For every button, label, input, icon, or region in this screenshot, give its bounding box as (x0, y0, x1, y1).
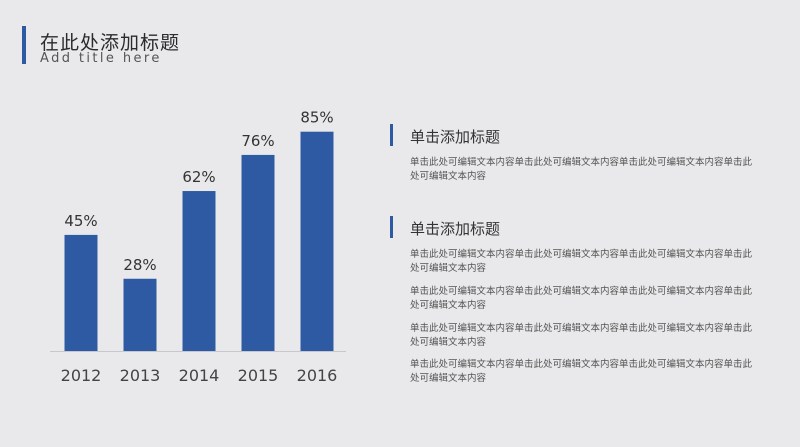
x-tick-label: 2016 (297, 366, 338, 385)
section-accent-bar (390, 124, 393, 146)
x-tick-label: 2014 (179, 366, 220, 385)
data-label: 28% (123, 256, 156, 274)
x-tick-label: 2015 (238, 366, 279, 385)
page-title: 在此处添加标题 (40, 32, 181, 54)
section-paragraph[interactable]: 单击此处可编辑文本内容单击此处可编辑文本内容单击此处可编辑文本内容单击此处可编辑… (410, 359, 753, 384)
data-label: 45% (64, 212, 97, 230)
bar-2014 (182, 191, 216, 351)
bar-2013 (123, 278, 157, 351)
section-paragraph[interactable]: 单击此处可编辑文本内容单击此处可编辑文本内容单击此处可编辑文本内容单击此处可编辑… (410, 249, 753, 274)
data-label: 85% (300, 109, 333, 127)
section-title[interactable]: 单击添加标题 (410, 128, 501, 146)
data-label: 62% (182, 168, 215, 186)
x-tick-label: 2013 (120, 366, 161, 385)
title-accent-bar (22, 26, 26, 64)
section-paragraph[interactable]: 单击此处可编辑文本内容单击此处可编辑文本内容单击此处可编辑文本内容单击此处可编辑… (410, 157, 753, 182)
section-title[interactable]: 单击添加标题 (410, 220, 501, 238)
page-subtitle: Add title here (40, 51, 162, 66)
section-paragraph[interactable]: 单击此处可编辑文本内容单击此处可编辑文本内容单击此处可编辑文本内容单击此处可编辑… (410, 286, 753, 311)
section-paragraph[interactable]: 单击此处可编辑文本内容单击此处可编辑文本内容单击此处可编辑文本内容单击此处可编辑… (410, 323, 753, 348)
data-label: 76% (241, 132, 274, 150)
bar-2016 (300, 131, 334, 351)
bar-2012 (64, 234, 98, 351)
bar-2015 (241, 154, 275, 351)
x-tick-label: 2012 (61, 366, 102, 385)
section-accent-bar (390, 216, 393, 238)
